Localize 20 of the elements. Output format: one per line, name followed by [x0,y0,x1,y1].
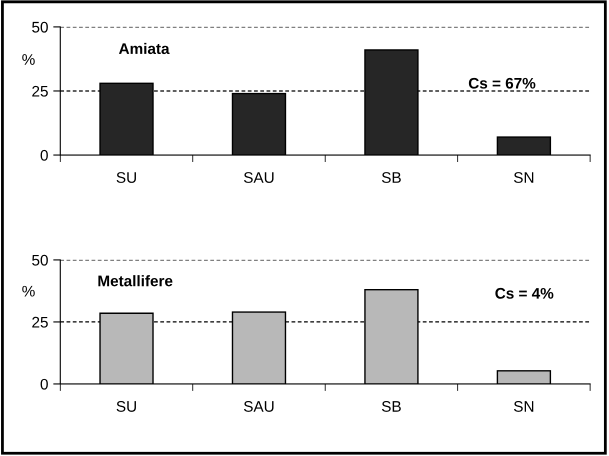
x-tick-label: SN [514,172,534,183]
x-tick-label: SAU [244,172,274,183]
y-tick-label: 0 [40,150,48,161]
y-tick-label: 50 [32,254,48,266]
text: Metallifere [98,275,172,286]
x-tick-label: SU [116,172,136,183]
y-axis-title: % [22,286,35,297]
x-tick-label: SN [514,401,534,412]
annotation: Cs = 4% [495,288,554,299]
y-axis-title: % [22,54,35,65]
y-tick-label: 50 [32,22,48,33]
y-tick-label: 25 [32,86,48,97]
y-tick-label: 25 [32,316,48,328]
x-tick-label: SB [382,172,401,183]
x-tick-label: SU [116,401,136,412]
y-tick-label: 0 [40,378,48,390]
annotation: Cs = 67% [468,78,536,89]
x-tick-label: SAU [244,401,274,412]
text: Amiata [118,42,170,54]
x-tick-label: SB [382,401,401,412]
